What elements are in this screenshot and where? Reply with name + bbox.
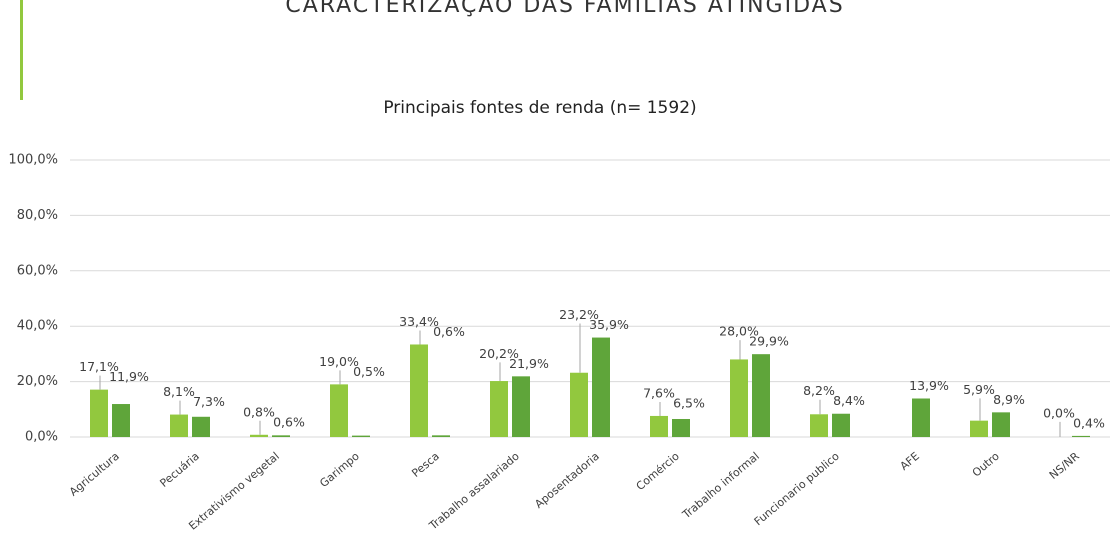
value-label: 11,9% xyxy=(109,369,149,384)
bar xyxy=(832,413,850,437)
y-tick-label: 100,0% xyxy=(8,153,58,168)
bar xyxy=(592,337,610,437)
bar xyxy=(250,434,268,437)
x-tick-label: Extrativismo vegetal xyxy=(186,450,282,533)
value-label: 6,5% xyxy=(673,395,705,410)
bar xyxy=(570,372,588,437)
bar xyxy=(490,381,508,437)
bar xyxy=(912,398,930,437)
accent-bar xyxy=(20,0,23,100)
x-tick-label: Agricultura xyxy=(67,450,122,499)
y-tick-label: 80,0% xyxy=(17,208,58,223)
bar xyxy=(1072,435,1090,437)
x-tick-label: Pecuária xyxy=(157,450,201,490)
value-label: 8,4% xyxy=(833,393,865,408)
bar xyxy=(192,416,210,437)
value-label: 29,9% xyxy=(749,334,789,349)
x-tick-label: NS/NR xyxy=(1047,449,1082,482)
bar xyxy=(672,418,690,437)
value-label: 28,0% xyxy=(719,324,759,339)
x-tick-label: Trabalho informal xyxy=(679,450,762,522)
value-label: 0,5% xyxy=(353,364,385,379)
bar xyxy=(432,435,450,437)
value-label: 13,9% xyxy=(909,378,949,393)
bar xyxy=(90,389,108,437)
value-label: 8,9% xyxy=(993,392,1025,407)
value-label: 21,9% xyxy=(509,356,549,371)
bar xyxy=(730,359,748,437)
value-label: 8,2% xyxy=(803,383,835,398)
value-label: 7,6% xyxy=(643,385,675,400)
page-title: CARACTERIZAÇÃO DAS FAMÍLIAS ATINGIDAS xyxy=(285,0,844,18)
bar xyxy=(752,354,770,437)
bar xyxy=(170,414,188,437)
bar xyxy=(992,412,1010,437)
value-label: 0,6% xyxy=(433,324,465,339)
bar xyxy=(512,376,530,437)
x-tick-label: Comércio xyxy=(634,449,682,493)
value-label: 0,0% xyxy=(1043,405,1075,420)
x-tick-label: Trabalho assalariado xyxy=(426,449,522,532)
y-tick-label: 0,0% xyxy=(25,430,58,445)
chart-title: Principais fontes de renda (n= 1592) xyxy=(383,98,696,118)
value-label: 20,2% xyxy=(479,346,519,361)
y-tick-label: 40,0% xyxy=(17,319,58,334)
value-label: 7,3% xyxy=(193,394,225,409)
value-label: 0,6% xyxy=(273,414,305,429)
value-label: 23,2% xyxy=(559,307,599,322)
bar xyxy=(650,415,668,437)
bar xyxy=(810,414,828,437)
value-label: 5,9% xyxy=(963,382,995,397)
value-label: 33,4% xyxy=(399,314,439,329)
y-tick-label: 20,0% xyxy=(17,374,58,389)
value-label: 0,4% xyxy=(1073,415,1105,430)
bar xyxy=(352,435,370,437)
x-tick-label: Pesca xyxy=(409,450,442,480)
x-tick-label: AFE xyxy=(898,450,922,473)
bar xyxy=(970,420,988,437)
value-label: 35,9% xyxy=(589,317,629,332)
value-label: 8,1% xyxy=(163,384,195,399)
bar xyxy=(272,435,290,437)
bar xyxy=(410,344,428,437)
x-tick-label: Garimpo xyxy=(317,449,362,490)
y-tick-label: 60,0% xyxy=(17,263,58,278)
value-label: 19,0% xyxy=(319,354,359,369)
x-tick-label: Aposentadoria xyxy=(532,450,601,511)
value-label: 0,8% xyxy=(243,404,275,419)
x-tick-label: Funcionario publico xyxy=(752,449,842,528)
x-tick-label: Outro xyxy=(970,449,1002,479)
bar xyxy=(330,384,348,437)
value-label: 17,1% xyxy=(79,359,119,374)
bar xyxy=(112,404,130,437)
